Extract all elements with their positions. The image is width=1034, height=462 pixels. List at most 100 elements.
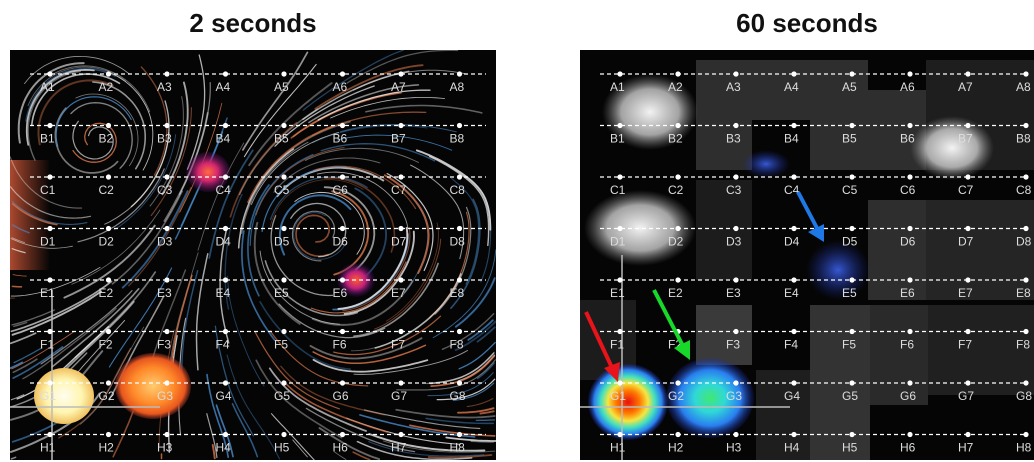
well-dot <box>907 174 913 180</box>
streamline <box>479 410 495 415</box>
well-label: B6 <box>333 132 348 146</box>
well-label: D2 <box>99 235 115 249</box>
streamline <box>385 222 439 322</box>
well-label: C6 <box>900 183 916 197</box>
well-dot <box>849 122 855 129</box>
streamline <box>13 321 28 328</box>
well-dot <box>456 174 463 180</box>
streamline <box>11 331 74 370</box>
well-label: B3 <box>157 132 172 146</box>
well-label: A3 <box>157 80 172 94</box>
well-label: F5 <box>274 338 288 352</box>
well-dot <box>222 431 229 438</box>
well-label: D5 <box>842 235 858 249</box>
red-arrow-icon <box>584 311 620 382</box>
well-label: G5 <box>274 389 290 403</box>
white-blob-b7 <box>910 116 994 180</box>
well-label: E8 <box>450 286 465 300</box>
well-dot <box>164 71 170 77</box>
streamline <box>466 398 494 408</box>
well-dot <box>105 71 112 77</box>
streamline <box>79 326 145 425</box>
well-label: C5 <box>274 183 290 197</box>
streamline <box>113 134 177 231</box>
well-dot <box>339 71 346 77</box>
well-label: F4 <box>784 338 798 352</box>
well-dot <box>47 277 53 283</box>
well-label: E1 <box>610 286 625 300</box>
well-label: E5 <box>274 286 289 300</box>
well-dot <box>617 380 623 386</box>
well-dot <box>456 71 463 77</box>
well-dot <box>398 225 404 232</box>
streamline <box>324 177 396 253</box>
well-dot <box>164 277 170 283</box>
well-label: B8 <box>1016 132 1031 146</box>
streamline <box>269 330 369 387</box>
streamline <box>128 186 192 287</box>
streamline <box>312 358 429 373</box>
well-dot <box>1023 328 1029 335</box>
streamline <box>293 92 402 138</box>
well-label: D3 <box>157 235 173 249</box>
streamline <box>476 326 496 343</box>
streamline <box>130 100 170 208</box>
streamline <box>312 344 427 365</box>
well-label: H6 <box>900 441 916 455</box>
streamline <box>450 177 480 285</box>
well-label: A7 <box>391 80 406 94</box>
streamline <box>226 354 281 460</box>
well-dot <box>965 71 971 77</box>
well-label: A1 <box>610 80 625 94</box>
well-label: E3 <box>726 286 741 300</box>
well-dot <box>849 225 855 232</box>
streamline <box>11 248 26 254</box>
well-label: F6 <box>333 338 347 352</box>
well-label: F5 <box>842 338 856 352</box>
streamline <box>304 147 419 163</box>
streamline <box>386 172 434 272</box>
streamline <box>427 454 493 459</box>
streamline <box>11 200 88 225</box>
streamline <box>231 403 259 458</box>
well-label: C2 <box>668 183 684 197</box>
well-label: D4 <box>784 235 800 249</box>
well-label: E7 <box>391 286 406 300</box>
well-label: E2 <box>668 286 683 300</box>
streamline <box>314 64 424 110</box>
streamline <box>269 176 368 221</box>
well-label: B1 <box>40 132 55 146</box>
well-dot <box>907 431 913 438</box>
streamline <box>352 451 371 460</box>
well-label: C3 <box>726 183 742 197</box>
streamline <box>269 179 364 227</box>
streamline <box>353 69 468 91</box>
well-label: F6 <box>900 338 914 352</box>
well-label: A4 <box>784 80 799 94</box>
well-dot <box>281 431 287 438</box>
well-dot <box>222 174 229 180</box>
well-dot <box>281 380 287 386</box>
streamline <box>243 63 317 158</box>
well-label: G5 <box>842 389 858 403</box>
well-label: F8 <box>1016 338 1030 352</box>
well-dot <box>617 225 623 232</box>
well-dot <box>675 174 681 180</box>
well-dot <box>675 225 681 232</box>
streamline <box>208 149 254 259</box>
well-dot <box>617 122 623 129</box>
well-dot <box>965 328 971 335</box>
well-dot <box>281 174 287 180</box>
streamline <box>227 275 265 387</box>
streamline <box>54 107 119 174</box>
well-dot <box>791 174 797 180</box>
well-dot <box>791 431 797 438</box>
streamline <box>72 120 114 160</box>
well-label: D6 <box>900 235 916 249</box>
well-dot <box>339 431 346 438</box>
streamline <box>427 372 494 397</box>
streamline <box>382 440 496 453</box>
well-dot <box>1023 71 1029 77</box>
well-label: A6 <box>333 80 348 94</box>
well-label: F8 <box>450 338 464 352</box>
